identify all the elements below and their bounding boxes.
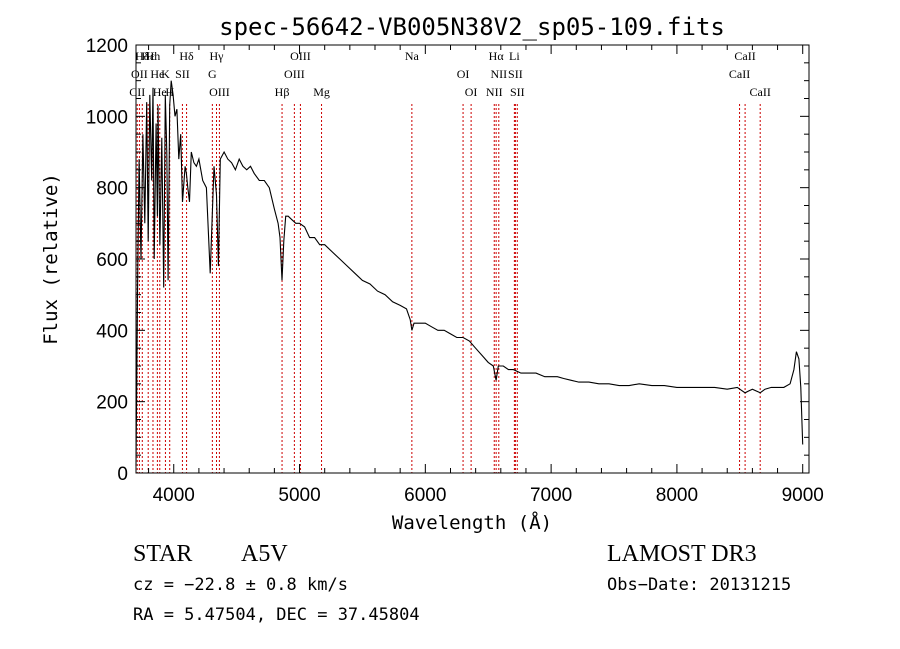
line-label: OIII xyxy=(290,49,311,63)
x-axis-ticks: 4000 5000 6000 7000 8000 9000 xyxy=(148,45,824,506)
line-label: Hh xyxy=(146,49,161,63)
y-axis-label: Flux (relative) xyxy=(40,173,62,345)
line-label: OI xyxy=(465,85,478,99)
y-axis-ticks: 0 200 400 600 800 1000 1200 xyxy=(86,36,809,485)
line-label: H xyxy=(165,85,174,99)
line-label: NII xyxy=(486,85,503,99)
line-label: Hδ xyxy=(179,49,194,63)
line-label: NII xyxy=(490,67,507,81)
line-label: SII xyxy=(508,67,523,81)
line-label: Hγ xyxy=(210,49,225,63)
line-label: Hδ xyxy=(135,49,150,63)
observation-date: Obs−Date: 20131215 xyxy=(607,575,791,595)
x-tick-label: 8000 xyxy=(656,485,698,506)
line-label: Hε xyxy=(141,49,155,63)
y-tick-label: 1200 xyxy=(86,36,128,57)
x-tick-label: 5000 xyxy=(278,485,320,506)
line-label: CII xyxy=(129,85,145,99)
line-label: G xyxy=(208,67,217,81)
x-tick-label: 6000 xyxy=(404,485,446,506)
spectral-line-markers xyxy=(136,104,761,473)
line-label: OIII xyxy=(284,67,305,81)
y-tick-label: 800 xyxy=(96,179,128,200)
line-label: CaII xyxy=(734,49,755,63)
line-label: Hβ xyxy=(275,85,290,99)
line-label: Na xyxy=(405,49,420,63)
x-tick-label: 7000 xyxy=(530,485,572,506)
spectrum-line xyxy=(135,80,804,466)
x-tick-label: 4000 xyxy=(153,485,195,506)
line-label: Li xyxy=(509,49,520,63)
line-label: SII xyxy=(510,85,525,99)
x-axis-label: Wavelength (Å) xyxy=(392,511,552,534)
line-label: OII xyxy=(131,67,148,81)
survey-name: LAMOST DR3 xyxy=(607,541,757,567)
object-subclass: A5V xyxy=(241,541,288,567)
y-tick-label: 400 xyxy=(96,321,128,342)
line-label: Hα xyxy=(489,49,505,63)
spectral-line-labels: HδOIICIIHεKHeHhHeHHδSIIOIIIHγGHβOIIIOIII… xyxy=(129,49,771,99)
chart-title: spec-56642-VB005N38V2_sp05-109.fits xyxy=(219,13,725,41)
line-label: OIII xyxy=(209,85,230,99)
line-label: K xyxy=(161,67,170,81)
x-tick-label: 9000 xyxy=(782,485,824,506)
redshift-info: cz = −22.8 ± 0.8 km/s xyxy=(133,575,348,595)
line-label: OI xyxy=(457,67,470,81)
line-label: CaII xyxy=(750,85,771,99)
coordinates: RA = 5.47504, DEC = 37.45804 xyxy=(133,605,420,625)
line-label: SII xyxy=(175,67,190,81)
object-class: STAR xyxy=(133,541,192,567)
y-tick-label: 0 xyxy=(117,464,128,485)
line-label: CaII xyxy=(729,67,750,81)
line-label: Mg xyxy=(313,85,330,99)
line-label: He xyxy=(153,85,167,99)
y-tick-label: 1000 xyxy=(86,107,128,128)
line-label: He xyxy=(150,67,164,81)
y-tick-label: 200 xyxy=(96,393,128,414)
y-tick-label: 600 xyxy=(96,250,128,271)
plot-frame xyxy=(135,44,810,474)
